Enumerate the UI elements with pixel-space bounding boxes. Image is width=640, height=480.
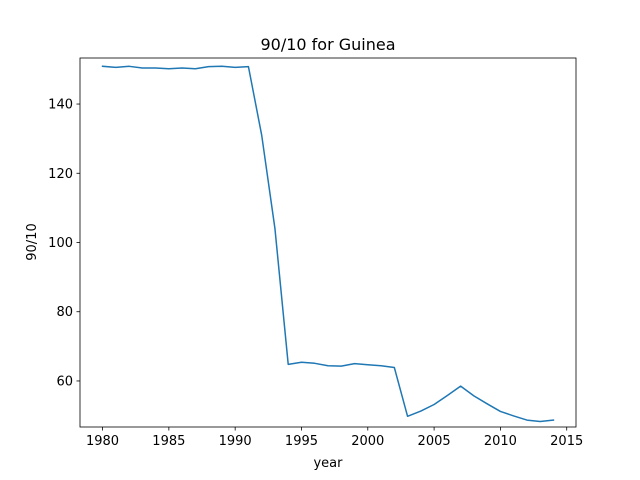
- x-axis: 1980 1985 1990 1995 2000 2005 2010 2015: [86, 427, 583, 449]
- x-tick-label: 1990: [219, 434, 252, 449]
- y-axis-title: 90/10: [25, 223, 40, 260]
- plot-area: [79, 57, 577, 428]
- chart-title: 90/10 for Guinea: [260, 35, 395, 54]
- y-tick-label: 80: [56, 305, 73, 320]
- y-tick-label: 120: [48, 167, 73, 182]
- y-tick-label: 100: [48, 236, 73, 251]
- x-tick-label: 2000: [351, 434, 384, 449]
- x-tick-label: 1985: [152, 434, 185, 449]
- y-tick-label: 60: [56, 374, 73, 389]
- x-tick-label: 2010: [484, 434, 517, 449]
- y-axis: 60 80 100 120 140: [48, 98, 80, 389]
- series-line-0: [101, 65, 555, 423]
- x-axis-title: year: [313, 456, 343, 471]
- x-tick-label: 1995: [285, 434, 318, 449]
- x-tick-label: 2005: [418, 434, 451, 449]
- y-tick-label: 140: [48, 98, 73, 113]
- plot-frame: [79, 57, 577, 428]
- x-tick-label: 2015: [550, 434, 583, 449]
- x-tick-label: 1980: [86, 434, 119, 449]
